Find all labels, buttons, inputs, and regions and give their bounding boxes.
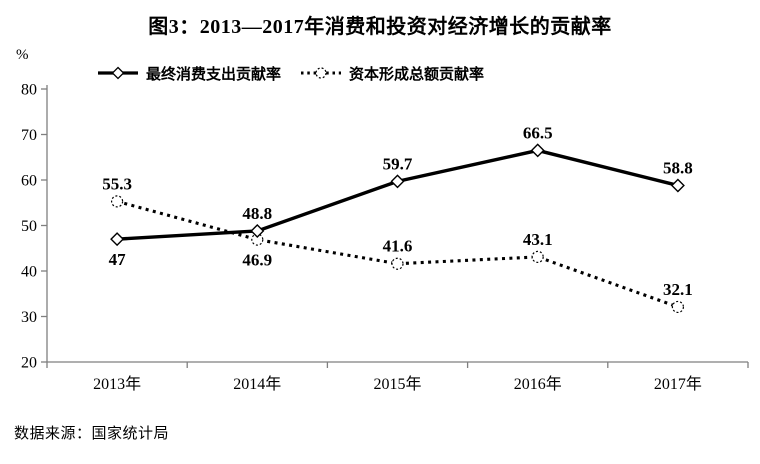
y-axis-tick-label: 20 (21, 355, 37, 372)
y-axis-tick-label: 30 (21, 309, 37, 326)
y-axis-tick-label: 70 (21, 127, 37, 144)
x-axis-tick-label: 2013年 (93, 375, 141, 393)
y-axis-tick-label: 40 (21, 264, 37, 281)
data-label: 32.1 (663, 280, 693, 299)
data-label: 66.5 (523, 123, 553, 142)
diamond-marker (670, 178, 685, 193)
circle-marker (531, 250, 544, 263)
legend-label-capital: 资本形成总额贡献率 (349, 65, 485, 83)
diamond-marker (390, 174, 405, 189)
diamond-marker (250, 223, 265, 238)
diamond-marker (110, 232, 125, 247)
x-axis-tick-label: 2014年 (233, 375, 281, 393)
circle-marker (110, 195, 124, 208)
y-axis-unit-label: % (16, 47, 29, 63)
legend: 最终消费支出贡献率 资本形成总额贡献率 (96, 63, 484, 83)
data-label: 55.3 (102, 174, 132, 193)
solid-line-diamond-icon (98, 66, 138, 80)
circle-marker (391, 257, 404, 270)
y-axis-tick-label: 60 (21, 173, 37, 190)
y-axis-tick-label: 50 (21, 218, 37, 235)
legend-item-capital: 资本形成总额贡献率 (299, 63, 484, 84)
series-line-capital (116, 199, 679, 309)
dotted-line-circle-icon (301, 67, 342, 79)
y-axis-tick-label: 80 (21, 82, 37, 99)
x-axis-tick-label: 2016年 (514, 375, 562, 393)
chart-title: 图3：2013—2017年消费和投资对经济增长的贡献率 (148, 16, 612, 38)
circle-marker (671, 300, 685, 314)
diamond-marker (530, 143, 545, 158)
data-label: 48.8 (242, 204, 272, 223)
x-axis-tick-label: 2017年 (654, 375, 702, 393)
data-label: 58.8 (663, 158, 693, 177)
data-label: 41.6 (383, 237, 413, 256)
data-label: 46.9 (242, 251, 272, 270)
legend-label-consumption: 最终消费支出贡献率 (146, 65, 282, 83)
legend-item-consumption: 最终消费支出贡献率 (96, 63, 281, 84)
data-label: 43.1 (523, 230, 553, 249)
data-label: 47 (109, 250, 127, 269)
data-source-note: 数据来源：国家统计局 (14, 425, 170, 442)
x-axis-tick-label: 2015年 (373, 375, 421, 393)
data-label: 59.7 (383, 154, 413, 173)
